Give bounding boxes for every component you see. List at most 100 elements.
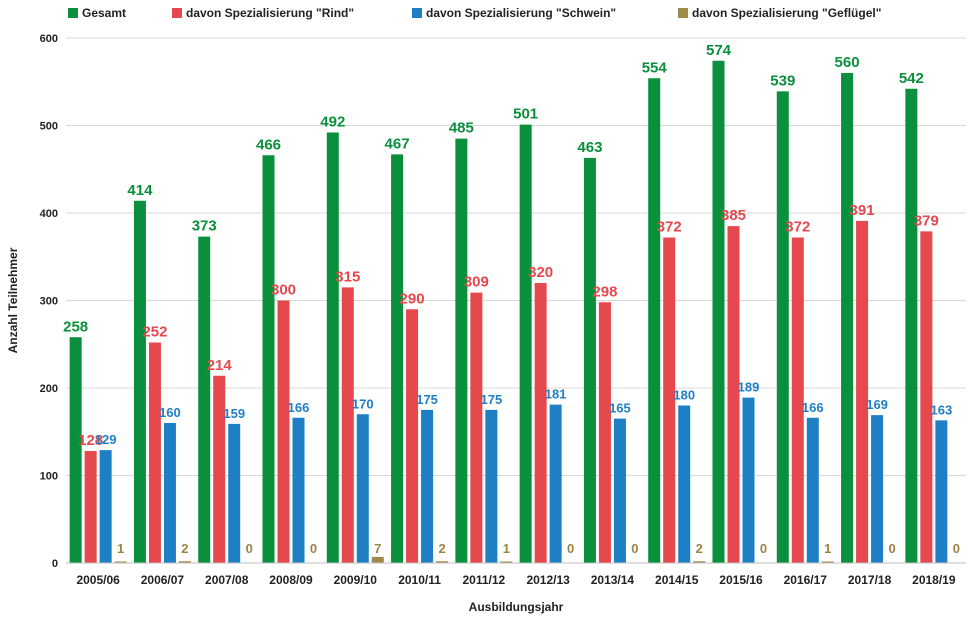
x-tick-label: 2006/07 (141, 573, 185, 587)
bar (791, 237, 804, 563)
bar (485, 409, 498, 563)
data-label: 539 (770, 72, 795, 89)
data-label: 300 (271, 282, 296, 299)
bar (436, 561, 449, 563)
data-label: 128 (78, 432, 103, 449)
legend-item: Gesamt (68, 6, 126, 20)
bar (163, 423, 176, 563)
legend: Gesamt davon Spezialisierung "Rind" davon … (68, 6, 881, 20)
bar (583, 157, 596, 563)
data-label: 2 (696, 541, 703, 556)
x-tick-label: 2015/16 (719, 573, 763, 587)
legend-label: davon Spezialisierung "Rind" (186, 6, 354, 20)
data-label: 2 (181, 541, 188, 556)
bar (806, 417, 819, 563)
bar (663, 237, 676, 563)
legend-label: davon Spezialisierung "Schwein" (426, 6, 616, 20)
data-label: 373 (192, 218, 217, 235)
bar (356, 414, 369, 563)
data-label: 309 (464, 274, 489, 291)
data-label: 372 (657, 219, 682, 236)
bar (99, 450, 112, 563)
data-label: 492 (320, 114, 345, 131)
bar (935, 420, 948, 563)
data-label: 163 (931, 402, 953, 417)
bar (905, 88, 918, 563)
bar (391, 154, 404, 563)
x-tick-label: 2010/11 (398, 573, 441, 587)
y-tick-label: 600 (40, 33, 58, 45)
bar (821, 561, 834, 563)
data-label: 0 (760, 541, 767, 556)
legend-item: davon Spezialisierung "Rind" (172, 6, 354, 20)
bar (871, 415, 884, 563)
data-label: 159 (223, 406, 245, 421)
bar (470, 292, 483, 563)
data-label: 175 (416, 392, 438, 407)
data-label: 166 (802, 400, 824, 415)
legend-label: davon Spezialisierung "Geflügel" (692, 6, 881, 20)
bar (519, 124, 532, 563)
bar (292, 417, 305, 563)
x-tick-label: 2013/14 (591, 573, 635, 587)
bar (727, 226, 740, 563)
bar (648, 78, 661, 563)
bar (776, 91, 789, 563)
x-tick-label: 2016/17 (784, 573, 828, 587)
bar (406, 309, 419, 563)
y-tick-label: 500 (40, 121, 58, 133)
bar (712, 60, 725, 563)
data-label: 175 (481, 392, 503, 407)
bar (371, 556, 384, 563)
bar (856, 220, 869, 563)
bar (742, 397, 755, 563)
bar (178, 561, 191, 563)
bar (534, 283, 547, 563)
bar (421, 409, 434, 563)
data-label: 379 (914, 212, 939, 229)
bar (262, 155, 275, 563)
bar (277, 300, 290, 563)
legend-swatch (172, 8, 182, 18)
data-label: 7 (374, 541, 381, 556)
bar (133, 200, 146, 563)
data-label: 463 (577, 139, 602, 156)
bar (613, 418, 626, 563)
data-label: 315 (335, 268, 360, 285)
data-label: 1 (824, 541, 831, 556)
data-label: 574 (706, 42, 732, 59)
data-label: 0 (631, 541, 638, 556)
data-label: 290 (400, 290, 425, 307)
x-axis-title: Ausbildungsjahr (469, 600, 564, 614)
data-label: 0 (310, 541, 317, 556)
legend-swatch (678, 8, 688, 18)
legend-item: davon Spezialisierung "Geflügel" (678, 6, 881, 20)
bar (341, 287, 354, 563)
bar (69, 337, 82, 563)
data-label: 1 (117, 541, 124, 556)
data-label: 298 (592, 283, 617, 300)
bar (213, 375, 226, 563)
y-tick-label: 100 (40, 471, 58, 483)
x-tick-label: 2005/06 (76, 573, 120, 587)
bars (69, 60, 948, 563)
bar (114, 561, 127, 563)
bar (148, 342, 161, 563)
data-label: 466 (256, 136, 281, 153)
bar (326, 132, 339, 563)
bar (228, 423, 241, 563)
y-tick-label: 400 (40, 208, 58, 220)
y-tick-label: 0 (52, 558, 58, 570)
x-tick-label: 2008/09 (269, 573, 313, 587)
y-tick-label: 300 (40, 296, 58, 308)
bar (455, 138, 468, 563)
data-label: 385 (721, 207, 746, 224)
bar (841, 73, 854, 563)
data-label: 169 (866, 397, 888, 412)
data-label: 485 (449, 120, 474, 137)
data-label: 1 (503, 541, 510, 556)
legend-label: Gesamt (82, 6, 126, 20)
bar (84, 451, 97, 563)
x-tick-label: 2017/18 (848, 573, 892, 587)
